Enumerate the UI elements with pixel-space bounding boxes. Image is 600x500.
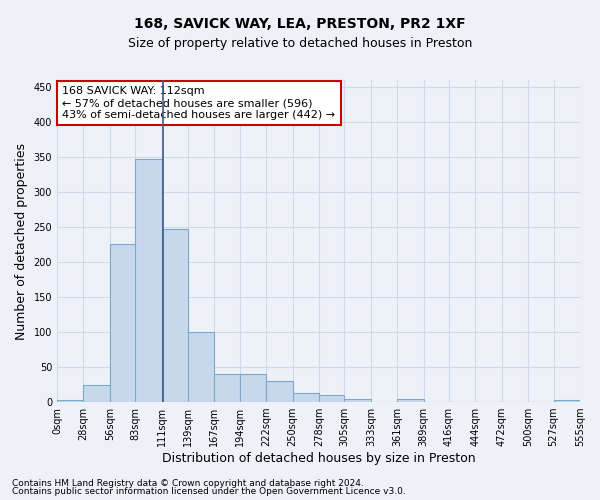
Bar bbox=[135, 159, 161, 402]
Bar bbox=[188, 332, 214, 402]
Text: 168, SAVICK WAY, LEA, PRESTON, PR2 1XF: 168, SAVICK WAY, LEA, PRESTON, PR2 1XF bbox=[134, 18, 466, 32]
Bar bbox=[57, 400, 83, 402]
Bar bbox=[293, 393, 319, 402]
Bar bbox=[83, 384, 110, 402]
Text: Contains HM Land Registry data © Crown copyright and database right 2024.: Contains HM Land Registry data © Crown c… bbox=[12, 478, 364, 488]
Text: Contains public sector information licensed under the Open Government Licence v3: Contains public sector information licen… bbox=[12, 487, 406, 496]
Text: 168 SAVICK WAY: 112sqm
← 57% of detached houses are smaller (596)
43% of semi-de: 168 SAVICK WAY: 112sqm ← 57% of detached… bbox=[62, 86, 335, 120]
Bar bbox=[319, 395, 344, 402]
Bar bbox=[554, 400, 580, 402]
Bar bbox=[110, 244, 135, 402]
Bar bbox=[266, 381, 293, 402]
Bar bbox=[344, 400, 371, 402]
Bar bbox=[240, 374, 266, 402]
Y-axis label: Number of detached properties: Number of detached properties bbox=[15, 142, 28, 340]
Bar bbox=[214, 374, 240, 402]
Text: Size of property relative to detached houses in Preston: Size of property relative to detached ho… bbox=[128, 38, 472, 51]
Bar bbox=[161, 229, 188, 402]
X-axis label: Distribution of detached houses by size in Preston: Distribution of detached houses by size … bbox=[162, 452, 475, 465]
Bar bbox=[397, 400, 424, 402]
